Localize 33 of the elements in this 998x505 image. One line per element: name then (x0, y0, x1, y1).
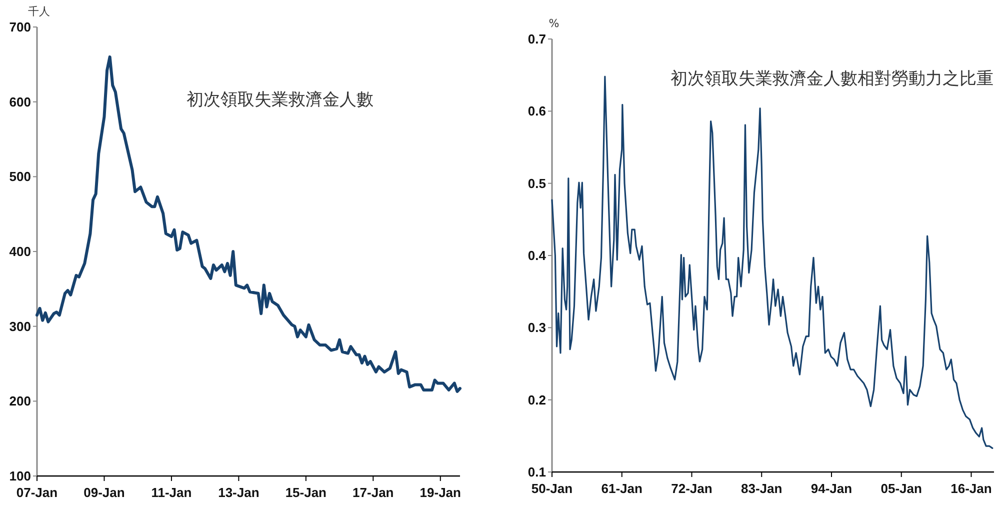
x-tick-label: 15-Jan (285, 485, 327, 500)
x-tick-label: 07-Jan (16, 485, 58, 500)
y-tick-label: 0.3 (528, 320, 546, 336)
x-tick-label: 94-Jan (810, 481, 852, 496)
x-tick-label: 11-Jan (151, 485, 192, 500)
x-tick-label: 05-Jan (880, 481, 922, 496)
text: 初次領取失業救濟金人數相對勞動力之比重 (670, 69, 994, 89)
y-tick-label: 0.2 (528, 392, 546, 408)
y-tick-label: 600 (9, 94, 31, 110)
x-tick-label: 72-Jan (671, 481, 712, 496)
x-tick-label: 17-Jan (352, 485, 394, 500)
x-tick-label: 16-Jan (950, 481, 992, 496)
x-tick-label: 09-Jan (84, 485, 125, 500)
y-tick-label: 500 (9, 169, 31, 184)
y-tick-label: 0.1 (528, 464, 546, 480)
y-tick-label: 0.5 (528, 176, 546, 191)
x-tick-label: 19-Jan (420, 485, 462, 500)
x-tick-label: 83-Jan (741, 481, 782, 496)
y-tick-label: 400 (9, 244, 31, 259)
y-axis-title: % (548, 17, 560, 30)
y-tick-label: 300 (9, 318, 31, 334)
line-series (36, 55, 462, 393)
y-tick-label: 0.7 (528, 32, 546, 46)
y-tick-label: 700 (9, 20, 31, 34)
x-tick-label: 61-Jan (601, 481, 643, 496)
y-tick-label: 200 (9, 394, 31, 409)
text: 初次領取失業救濟金人數 (186, 90, 374, 110)
y-tick-label: 100 (9, 468, 31, 484)
x-tick-label: 50-Jan (531, 481, 573, 496)
y-tick-label: 0.4 (528, 248, 547, 263)
y-tick-label: 0.6 (528, 104, 546, 119)
x-tick-label: 13-Jan (218, 485, 260, 500)
y-axis-title: 千人 (28, 5, 50, 18)
